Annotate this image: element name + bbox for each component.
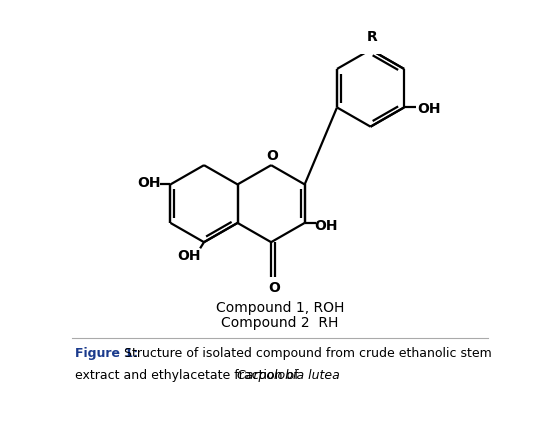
Text: OH: OH (417, 102, 441, 116)
Text: R: R (366, 30, 377, 44)
Text: Carpolobia lutea: Carpolobia lutea (237, 369, 340, 382)
Text: Structure of isolated compound from crude ethanolic stem: Structure of isolated compound from crud… (124, 347, 492, 360)
Text: OH: OH (137, 176, 160, 190)
Text: OH: OH (315, 219, 338, 233)
Text: Compound 1, ROH: Compound 1, ROH (216, 301, 344, 314)
Text: Figure 1:: Figure 1: (74, 347, 138, 360)
Text: O: O (267, 149, 278, 163)
Text: OH: OH (177, 249, 200, 263)
Text: Compound 2  RH: Compound 2 RH (222, 316, 339, 330)
Text: O: O (268, 281, 280, 295)
Text: extract and ethylacetate fraction of: extract and ethylacetate fraction of (74, 369, 302, 382)
